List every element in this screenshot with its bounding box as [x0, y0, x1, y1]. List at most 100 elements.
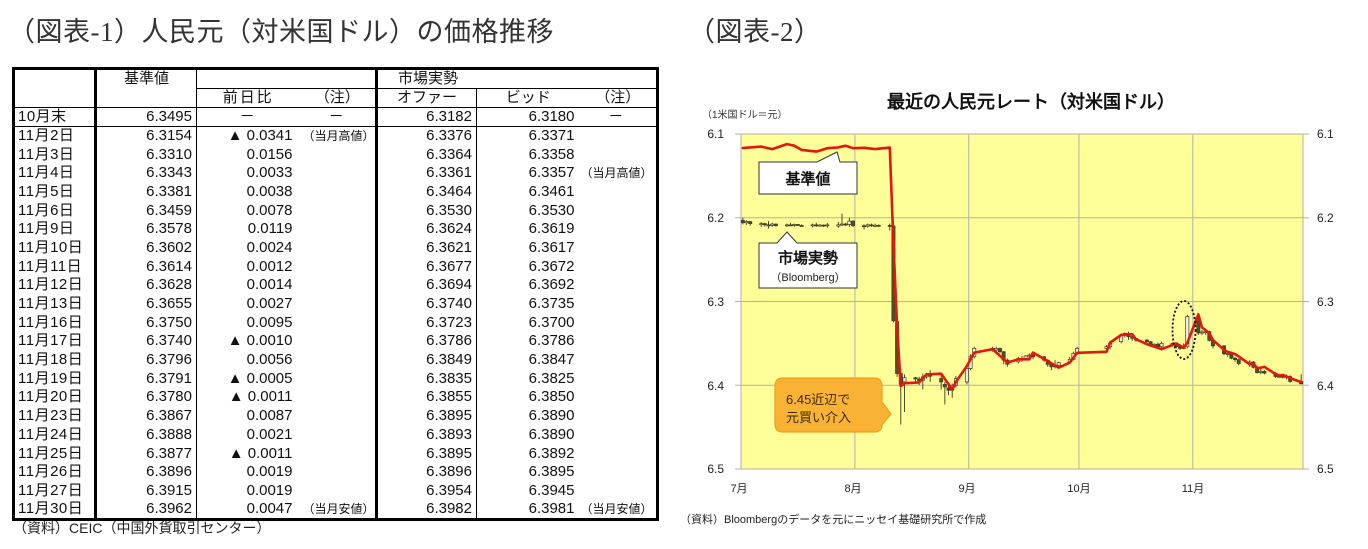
cell-change-note: －	[299, 107, 378, 127]
cell-change: 0.0038	[246, 182, 293, 200]
cell-change: ▲ 0.0011	[228, 444, 293, 462]
cell-base: 6.3310	[95, 145, 197, 164]
candle-body	[994, 348, 999, 351]
y-tick-right: 6.1	[1317, 127, 1334, 141]
cell-base: 6.3602	[95, 238, 197, 258]
table-row: 11月16日 6.3750 0.0095 6.3723 6.3700	[13, 313, 658, 333]
cell-date: 11月23日	[13, 406, 97, 426]
candle-body	[843, 223, 848, 226]
cell-change: 0.0087	[246, 407, 293, 425]
cell-change: ▲ 0.0341	[227, 127, 293, 145]
table-row: 11月26日 6.3896 0.0019 6.3896 6.3895	[13, 462, 658, 482]
cell-offer: 6.3694	[376, 276, 477, 295]
cell-date: 11月11日	[13, 257, 97, 276]
cell-change-note	[299, 462, 378, 482]
cell-change: ▲ 0.0011	[228, 388, 293, 406]
cell-base: 6.3867	[95, 406, 197, 426]
cell-base: 6.3628	[95, 276, 197, 295]
cell-change: 0.0033	[246, 164, 293, 182]
cell-change: ▲ 0.0010	[227, 332, 293, 350]
table-row: 11月18日 6.3796 0.0056 6.3849 6.3847	[13, 350, 658, 370]
candle-body	[1185, 316, 1190, 348]
cell-base: 6.3154	[95, 126, 197, 146]
cell-date: 11月16日	[13, 313, 97, 333]
x-tick: 8月	[844, 483, 861, 495]
cell-bid-note: （当月高値）	[580, 166, 653, 181]
y-tick-left: 6.5	[707, 462, 724, 476]
base-rate-callout: 基準値	[758, 151, 858, 195]
cell-change-note	[299, 481, 378, 501]
cell-offer: 6.3364	[376, 145, 477, 164]
y-tick-left: 6.3	[707, 295, 724, 309]
header-market-rate: 市場実勢	[376, 68, 658, 89]
y-tick-left: 6.4	[707, 379, 724, 393]
cell-offer: 6.3621	[376, 238, 477, 258]
y-tick-left: 6.1	[707, 127, 724, 141]
cell-change-note	[299, 388, 378, 407]
cell-change: －	[196, 107, 300, 127]
cell-change-note	[299, 238, 378, 258]
candle-body	[792, 224, 797, 226]
cell-base: 6.3578	[95, 219, 197, 239]
cell-change-note	[299, 201, 378, 220]
y-tick-left: 6.2	[707, 211, 724, 225]
x-tick: 7月	[730, 483, 747, 495]
candle-body	[840, 223, 844, 226]
table-row: 11月13日 6.3655 0.0027 6.3740 6.3735	[13, 294, 658, 314]
cell-base: 6.3381	[95, 182, 197, 202]
candle-body	[1236, 359, 1241, 364]
cell-bid: 6.3735	[528, 295, 575, 313]
cell-bid-note	[580, 426, 658, 445]
cell-offer: 6.3376	[376, 126, 477, 146]
cell-bid: 6.3371	[528, 127, 575, 145]
cell-offer: 6.3895	[376, 406, 477, 426]
candle-body	[795, 224, 800, 226]
cell-change-note: （当月安値）	[299, 500, 378, 520]
cell-bid: 6.3672	[528, 257, 575, 275]
candle-body	[851, 220, 855, 227]
cell-offer: 6.3530	[376, 201, 477, 220]
cell-change-note	[299, 276, 378, 295]
cell-change-note	[299, 444, 378, 463]
cell-bid-note	[580, 351, 658, 370]
cell-bid: 6.3895	[528, 463, 575, 481]
candle-body	[1174, 344, 1179, 348]
cell-bid: 6.3461	[528, 182, 575, 200]
cell-offer: 6.3677	[376, 257, 477, 276]
cell-bid-note	[580, 407, 658, 426]
cell-date: 11月30日	[13, 500, 97, 520]
cell-change: 0.0119	[247, 220, 293, 238]
cell-base: 6.3655	[95, 294, 197, 314]
cell-date: 11月9日	[13, 219, 97, 239]
table-row: 11月20日 6.3780 ▲ 0.0011 6.3855 6.3850	[13, 388, 658, 407]
candle-body	[770, 223, 775, 226]
candle-body	[939, 378, 944, 383]
cell-bid-note	[580, 295, 658, 314]
candle-body	[1159, 343, 1164, 348]
callout-box	[758, 231, 858, 289]
table-row: 11月19日 6.3791 ▲ 0.0005 6.3835 6.3825	[13, 369, 658, 389]
cell-date: 11月2日	[13, 126, 97, 146]
table-row: 11月25日 6.3877 ▲ 0.0011 6.3895 6.3892	[13, 444, 658, 463]
candle-body	[814, 224, 819, 227]
intervention-callout: 6.45近辺で 元買い介入	[774, 377, 892, 433]
cell-change-note	[299, 350, 378, 370]
callout-box	[774, 377, 892, 433]
candle-body	[784, 224, 789, 227]
figure1-title: （図表-1）人民元（対米国ドル）の価格推移	[8, 17, 554, 47]
candle-body	[865, 224, 870, 227]
header-change-group	[196, 68, 378, 89]
header-change: 前日比	[196, 88, 300, 108]
cell-bid: 6.3786	[528, 332, 575, 350]
table-row: 11月12日 6.3628 0.0014 6.3694 6.3692	[13, 276, 658, 295]
cell-bid: 6.3892	[528, 444, 575, 462]
cell-bid-note	[580, 239, 658, 258]
cell-change: 0.0012	[246, 257, 293, 275]
cell-bid: 6.3981	[528, 500, 575, 518]
cell-bid-note	[580, 220, 658, 239]
header-date-blank	[13, 68, 97, 108]
cell-bid: 6.3825	[528, 369, 575, 387]
chart-source-note: （資料）Bloombergのデータを元にニッセイ基礎研究所で作成	[680, 512, 986, 526]
cell-change: 0.0019	[246, 463, 293, 481]
cell-bid: 6.3890	[528, 407, 575, 425]
